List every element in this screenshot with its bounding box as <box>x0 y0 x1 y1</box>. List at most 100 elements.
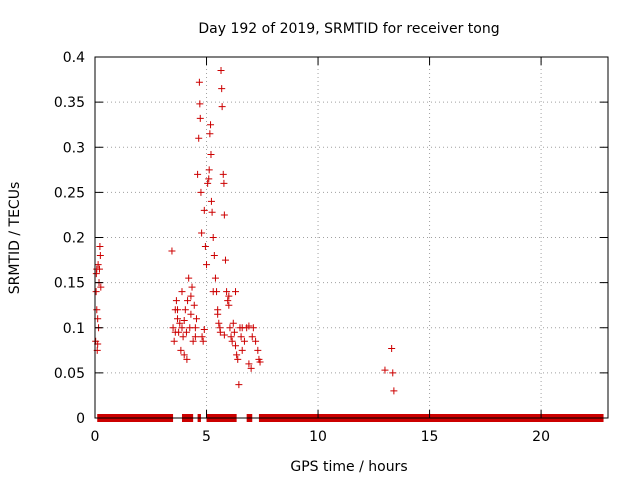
data-point <box>210 252 218 260</box>
data-point <box>232 288 240 296</box>
data-point <box>381 366 389 374</box>
data-point <box>205 175 213 183</box>
x-tick-label: 5 <box>202 429 211 445</box>
data-point <box>220 211 228 219</box>
data-point <box>388 345 396 353</box>
y-tick-label: 0.2 <box>63 231 85 247</box>
data-point <box>237 333 245 341</box>
data-point <box>225 292 233 300</box>
data-point <box>234 355 242 363</box>
data-point <box>229 319 237 327</box>
data-point <box>97 283 105 291</box>
data-point <box>191 324 199 332</box>
data-point <box>182 328 190 336</box>
x-tick-label: 20 <box>532 429 550 445</box>
data-point <box>198 333 206 341</box>
data-point <box>194 170 202 178</box>
data-point <box>220 179 228 187</box>
data-point <box>219 170 227 178</box>
data-point <box>196 100 204 108</box>
data-point <box>190 301 198 309</box>
y-tick-label: 0.15 <box>54 276 85 292</box>
data-point <box>207 197 215 205</box>
data-point <box>233 351 241 359</box>
data-point <box>171 328 179 336</box>
data-point <box>185 274 193 282</box>
data-point <box>180 351 188 359</box>
data-point <box>245 322 253 330</box>
data-point <box>207 121 215 129</box>
y-axis-label: SRMTID / TECUs <box>7 182 23 295</box>
data-point <box>238 324 246 332</box>
y-tick-label: 0.4 <box>63 50 85 66</box>
data-point <box>195 78 203 86</box>
data-point <box>228 337 236 345</box>
data-point <box>178 324 186 332</box>
data-point <box>200 326 208 334</box>
data-point <box>204 179 212 187</box>
data-point <box>188 283 196 291</box>
data-point <box>184 297 192 305</box>
data-point <box>254 346 262 354</box>
data-point <box>206 130 214 138</box>
y-tick-label: 0.05 <box>54 366 85 382</box>
data-point <box>225 301 233 309</box>
data-point <box>209 288 217 296</box>
data-point <box>252 337 260 345</box>
data-point <box>94 261 102 269</box>
data-point <box>96 252 104 260</box>
data-point <box>214 310 222 318</box>
data-point <box>221 256 229 264</box>
data-point <box>92 288 100 296</box>
data-point <box>218 103 226 111</box>
axes: 0 0.05 0.1 0.15 0.2 0.25 0.3 0.35 0.4 0 5 10 15 20 <box>54 50 608 445</box>
y-tick-label: 0.25 <box>54 185 85 201</box>
data-point <box>183 355 191 363</box>
y-tick-label: 0.35 <box>54 95 85 111</box>
data-point <box>240 337 248 345</box>
data-point <box>93 306 101 314</box>
data-point <box>172 297 180 305</box>
data-point <box>235 381 243 389</box>
data-point <box>189 337 197 345</box>
data-point <box>169 324 177 332</box>
data-point <box>191 333 199 341</box>
data-point <box>199 337 207 345</box>
data-point <box>238 346 246 354</box>
data-point <box>223 288 231 296</box>
data-point <box>256 358 264 366</box>
data-point <box>211 274 219 282</box>
data-point <box>218 85 226 93</box>
data-point <box>245 360 253 368</box>
data-point <box>197 188 205 196</box>
data-point <box>232 342 240 350</box>
data-point <box>187 292 195 300</box>
data-point <box>200 206 208 214</box>
data-point <box>201 243 209 251</box>
x-axis-label: GPS time / hours <box>290 459 407 475</box>
y-tick-label: 0.1 <box>63 321 85 337</box>
y-tick-label: 0.3 <box>63 140 85 156</box>
data-point <box>178 288 186 296</box>
data-point <box>220 331 228 339</box>
data-point <box>207 150 215 158</box>
y-tick-label: 0 <box>76 411 85 427</box>
data-point <box>390 387 398 395</box>
data-point <box>174 306 182 314</box>
data-point <box>247 364 255 372</box>
data-point <box>226 324 234 332</box>
data-point <box>205 166 213 174</box>
data-point <box>198 229 206 237</box>
x-tick-label: 0 <box>91 429 100 445</box>
data-point <box>179 333 187 341</box>
data-point <box>174 315 182 323</box>
data-point <box>180 317 188 325</box>
data-point <box>187 310 195 318</box>
data-point <box>217 67 225 75</box>
data-point <box>203 261 211 269</box>
data-point <box>248 333 256 341</box>
data-point <box>96 243 104 251</box>
x-tick-label: 10 <box>309 429 327 445</box>
x-tick-label: 15 <box>421 429 439 445</box>
